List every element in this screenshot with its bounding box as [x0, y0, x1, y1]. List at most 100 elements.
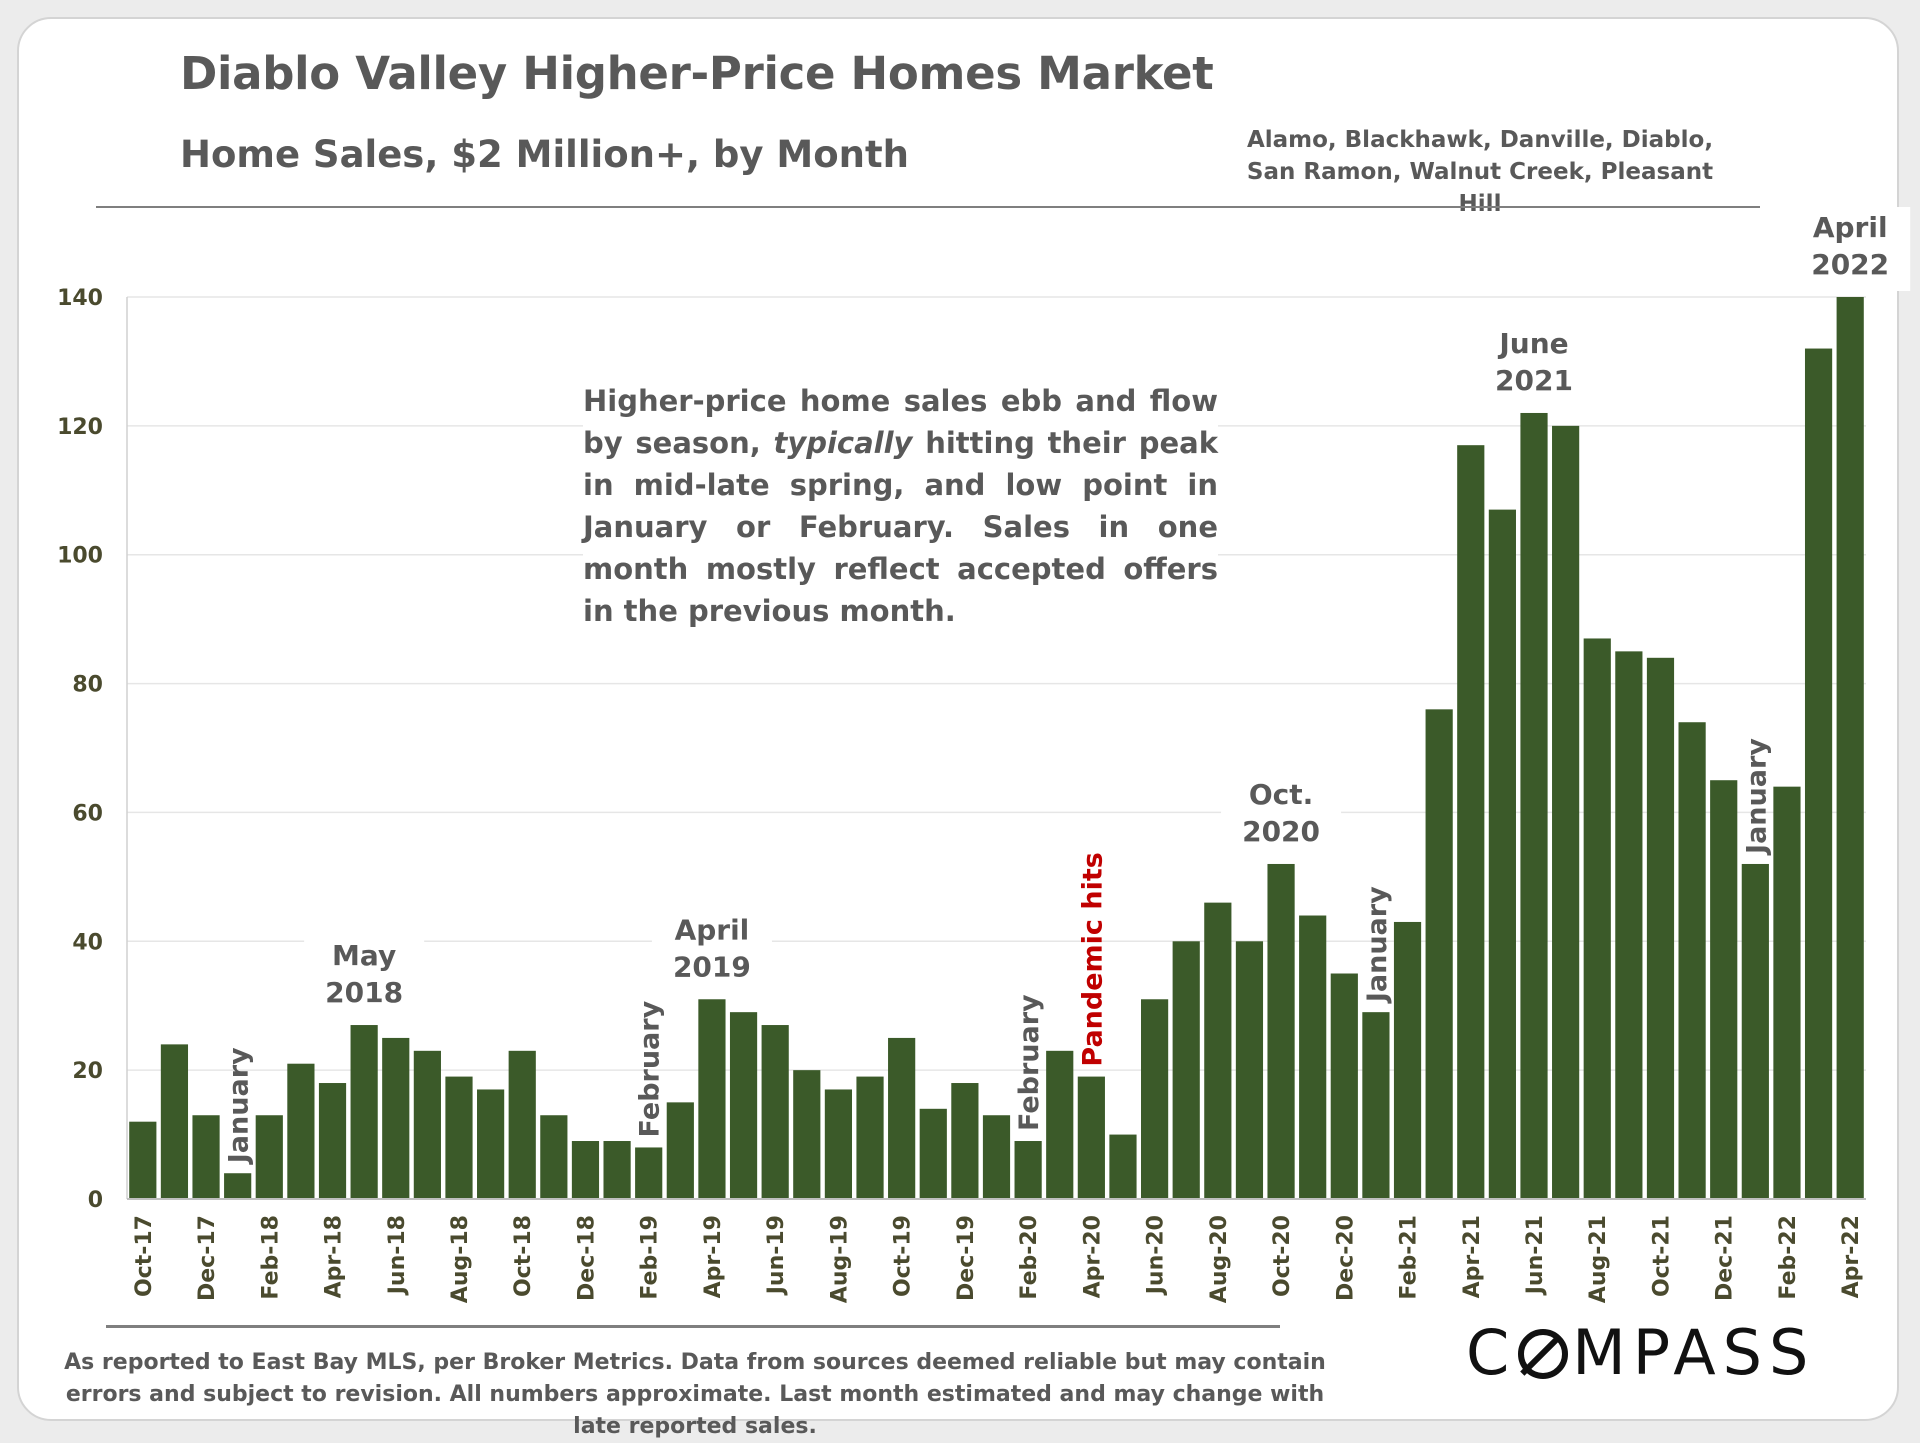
- bar: [318, 1083, 347, 1199]
- bar: [698, 999, 726, 1199]
- bar: [635, 1147, 663, 1199]
- x-tick-label: Apr-18: [322, 1215, 347, 1298]
- callout-emphasis: typically: [773, 426, 913, 460]
- annotation-background: [651, 909, 772, 994]
- bar-annotation-rotated: February: [635, 1000, 666, 1137]
- bar: [1140, 999, 1169, 1199]
- bar: [1077, 1076, 1105, 1199]
- annotation-background: [1474, 322, 1595, 407]
- bar-annotation-rotated: January: [1362, 886, 1393, 1004]
- x-tick-label: Jun-18: [385, 1215, 410, 1296]
- bar: [1014, 1141, 1042, 1199]
- bar-annotation-label: April: [675, 913, 750, 946]
- bar: [224, 1173, 252, 1199]
- bar: [919, 1108, 947, 1199]
- x-tick-label: Oct-21: [1649, 1215, 1674, 1297]
- bar: [192, 1115, 220, 1199]
- y-tick-label: 20: [72, 1059, 103, 1084]
- bar: [1172, 941, 1200, 1199]
- bar-annotation-rotated: January: [1741, 738, 1772, 856]
- bar-annotation-label: Oct.: [1249, 778, 1313, 811]
- bar: [603, 1141, 631, 1199]
- x-tick-label: Dec-19: [954, 1215, 979, 1301]
- x-tick-label: Dec-17: [195, 1215, 220, 1301]
- bar: [666, 1102, 694, 1199]
- callout-text-start: Higher-price home sales ebb and flow by …: [583, 384, 1218, 460]
- footer-divider: [106, 1325, 1280, 1328]
- bar: [1773, 786, 1801, 1199]
- bar: [1046, 1050, 1074, 1199]
- bar: [982, 1115, 1011, 1199]
- bar: [1741, 863, 1769, 1199]
- bar: [1109, 1134, 1137, 1199]
- bar: [350, 1025, 378, 1199]
- bar: [824, 1089, 853, 1199]
- region-list: Alamo, Blackhawk, Danville, Diablo, San …: [1246, 127, 1714, 217]
- bar-annotation-rotated: Pandemic hits: [1077, 852, 1108, 1066]
- chart-subtitle: Home Sales, $2 Million+, by Month: [180, 133, 909, 176]
- bar: [160, 1044, 189, 1199]
- compass-logo: C MPASS: [1466, 1316, 1815, 1389]
- y-tick-label: 120: [57, 415, 103, 440]
- x-tick-label: Aug-21: [1586, 1215, 1611, 1303]
- bar: [1457, 445, 1485, 1200]
- x-tick-label: Oct-17: [132, 1215, 157, 1297]
- logo-letters: MPASS: [1572, 1316, 1816, 1389]
- bar: [856, 1076, 884, 1199]
- bar: [1646, 657, 1675, 1199]
- bar: [1520, 412, 1548, 1199]
- bar: [540, 1115, 568, 1199]
- logo-letter-c: C: [1466, 1316, 1517, 1389]
- y-tick-label: 80: [72, 673, 103, 698]
- bar: [477, 1089, 505, 1199]
- y-tick-label: 100: [57, 544, 103, 569]
- x-tick-label: Apr-21: [1460, 1215, 1485, 1298]
- bars: [129, 297, 1864, 1200]
- y-tick-label: 60: [72, 801, 103, 826]
- annotation-background: [1790, 207, 1911, 291]
- x-tick-label: Oct-19: [891, 1215, 916, 1297]
- bar: [1804, 348, 1833, 1199]
- bar-annotation-label: 2021: [1495, 364, 1573, 397]
- x-tick-label: Feb-18: [258, 1215, 283, 1300]
- x-tick-label: Dec-18: [574, 1215, 599, 1301]
- bar: [1678, 722, 1706, 1199]
- bar: [1488, 509, 1516, 1200]
- bar-annotation-rotated: January: [224, 1047, 255, 1165]
- callout-text-end: hitting their peak in mid-late spring, a…: [583, 426, 1218, 628]
- bar: [888, 1037, 916, 1199]
- bar: [445, 1076, 473, 1199]
- annotations: January February February Pandemic hits Janu…: [224, 207, 1911, 1165]
- bar: [1393, 921, 1422, 1199]
- x-tick-label: Jun-21: [1523, 1215, 1548, 1296]
- x-tick-label: Dec-21: [1713, 1215, 1738, 1301]
- bar: [1615, 651, 1643, 1199]
- x-tick-label: Apr-19: [701, 1215, 726, 1298]
- x-tick-label: Jun-19: [764, 1215, 789, 1296]
- x-tick-label: Apr-20: [1080, 1215, 1105, 1298]
- bar: [761, 1025, 789, 1199]
- bar-annotation-label: May: [332, 939, 396, 972]
- x-tick-label: Oct-18: [511, 1215, 536, 1297]
- bar: [1425, 709, 1453, 1199]
- logo-compass-o-icon: [1518, 1329, 1569, 1379]
- bar-annotation-label: April: [1813, 211, 1888, 244]
- bar: [1362, 1012, 1390, 1199]
- bar: [413, 1050, 441, 1199]
- x-tick-label: Oct-20: [1270, 1215, 1295, 1297]
- x-tick-label: Aug-19: [827, 1215, 852, 1303]
- bar: [382, 1037, 410, 1199]
- x-tick-label: Feb-19: [638, 1215, 663, 1300]
- bar: [1330, 973, 1358, 1199]
- bar-annotation-label: 2022: [1811, 248, 1889, 281]
- annotation-background: [1221, 773, 1342, 858]
- x-tick-label: Feb-22: [1776, 1215, 1801, 1300]
- axes: 0 20 40 60 80 100 120 140 Oct-17 Dec-17 Feb-18 Apr-…: [57, 286, 1866, 1303]
- bar: [1583, 638, 1611, 1199]
- bar: [571, 1141, 600, 1199]
- x-tick-label: Aug-18: [448, 1215, 473, 1303]
- bar: [793, 1070, 821, 1199]
- x-tick-label: Apr-22: [1839, 1215, 1864, 1298]
- x-tick-label: Feb-20: [1017, 1215, 1042, 1300]
